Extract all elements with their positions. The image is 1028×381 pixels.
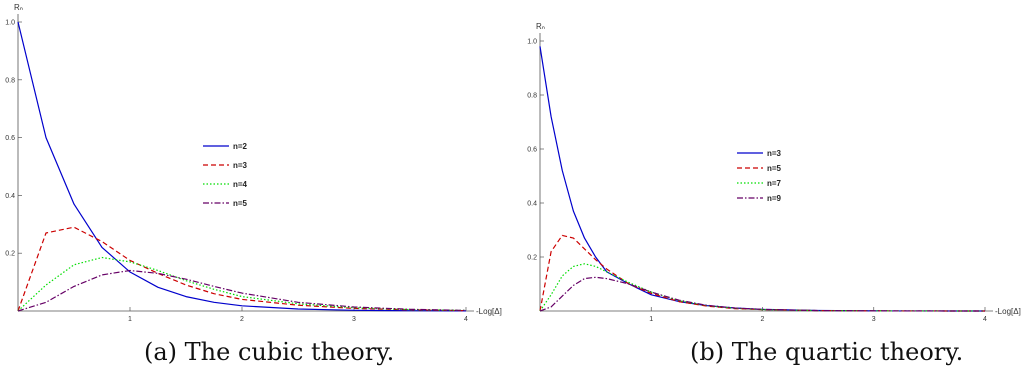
x-tick-label: 4	[464, 316, 468, 323]
legend-label: n=5	[233, 199, 248, 208]
series-line-n=2	[17, 21, 467, 312]
legend-label: n=2	[233, 142, 248, 151]
legend-label: n=7	[767, 179, 782, 188]
series-line-n=5	[539, 234, 986, 312]
y-tick-label: 0.4	[527, 201, 537, 208]
y-tick-label: 0.4	[5, 193, 15, 200]
legend-label: n=9	[767, 194, 782, 203]
panel-cubic: 1 2 3 4 0.2 0.4 0.6 0.8 1.0 -Log[Δ] Rₙ n=2 n=3 n=4 n=5…	[5, 3, 502, 366]
series-line-n=3	[17, 226, 467, 312]
y-axis-label: Rₙ	[14, 3, 23, 12]
y-tick-label: 1.0	[527, 39, 537, 46]
x-tick-label: 1	[649, 316, 653, 323]
x-axis-label: -Log[Δ]	[995, 307, 1021, 316]
y-tick-label: 0.2	[5, 251, 15, 258]
series-line-n=9	[539, 276, 986, 312]
series-line-n=4	[17, 256, 467, 312]
y-tick-label: 0.2	[527, 255, 537, 262]
y-tick-label: 0.6	[527, 147, 537, 154]
y-tick-label: 1.0	[5, 20, 15, 27]
x-tick-label: 2	[240, 316, 244, 323]
panel-quartic: 1 2 3 4 0.2 0.4 0.6 0.8 1.0 -Log[Δ] Rₙ n=3 n=5 n=7 n=9…	[527, 22, 1021, 366]
legend-label: n=3	[767, 149, 782, 158]
figure-caption: (a) The cubic theory.	[144, 338, 394, 366]
y-axis-label: Rₙ	[536, 22, 545, 31]
x-tick-label: 3	[872, 316, 876, 323]
legend-label: n=5	[767, 164, 782, 173]
series-line-n=5	[17, 269, 467, 312]
y-tick-label: 0.8	[5, 77, 15, 84]
x-tick-label: 2	[761, 316, 765, 323]
x-tick-label: 1	[128, 316, 132, 323]
figure-caption: (b) The quartic theory.	[690, 338, 963, 366]
y-tick-label: 0.8	[527, 93, 537, 100]
legend-label: n=3	[233, 161, 248, 170]
legend-label: n=4	[233, 180, 248, 189]
x-tick-label: 4	[983, 316, 987, 323]
x-axis-label: -Log[Δ]	[476, 307, 502, 316]
y-tick-label: 0.6	[5, 135, 15, 142]
x-tick-label: 3	[352, 316, 356, 323]
